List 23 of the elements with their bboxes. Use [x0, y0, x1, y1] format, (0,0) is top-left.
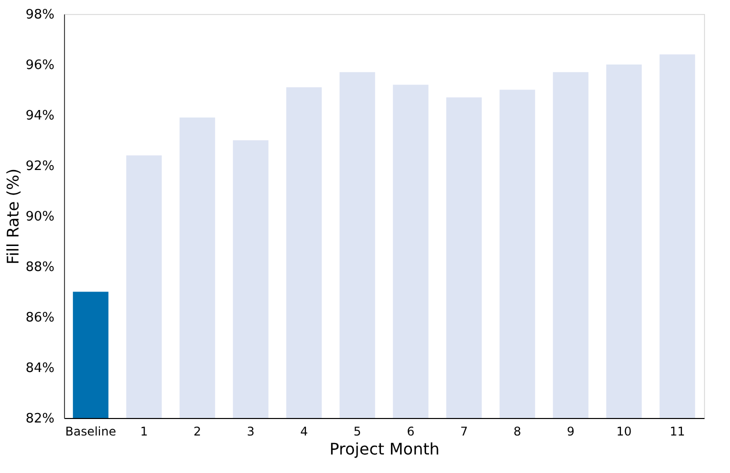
y-tick-label: 88% [26, 260, 54, 275]
x-axis-title: Project Month [330, 440, 440, 458]
y-tick-label: 84% [26, 361, 54, 376]
x-tick-label: 8 [514, 424, 522, 438]
x-tick-label: 10 [616, 424, 632, 438]
y-tick-label: 92% [26, 159, 54, 174]
y-tick-label: 82% [26, 412, 54, 426]
y-tick-label: 96% [26, 58, 54, 73]
x-tick-label: 5 [354, 424, 362, 438]
x-tick-label: 6 [406, 424, 414, 438]
x-tick-label: 3 [246, 424, 254, 438]
x-tick-label: 11 [670, 424, 685, 438]
x-tick-label: 2 [194, 424, 202, 438]
y-tick-label: 90% [26, 210, 54, 224]
y-axis-title: Fill Rate (%) [4, 168, 23, 264]
x-tick-label: 1 [140, 424, 148, 438]
x-tick-label: Baseline [65, 424, 116, 438]
y-tick-label: 98% [26, 8, 54, 22]
y-tick-label: 94% [26, 108, 54, 124]
x-tick-label: 7 [460, 424, 468, 438]
x-tick-label: 4 [300, 424, 308, 438]
x-tick-label: 9 [566, 424, 574, 438]
y-tick-label: 86% [26, 310, 54, 326]
